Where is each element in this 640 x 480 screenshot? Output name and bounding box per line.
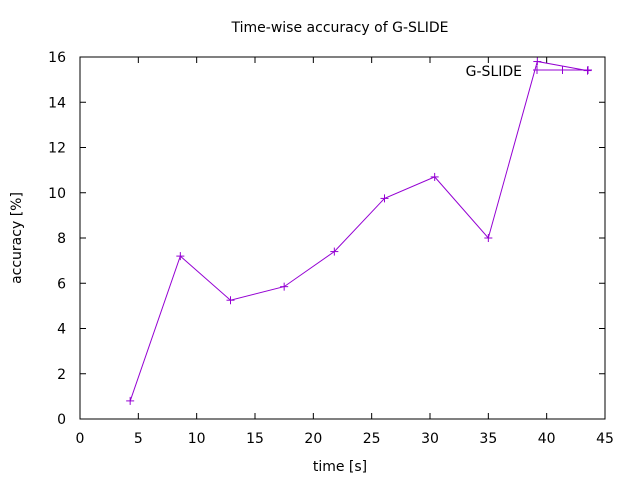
y-axis-label: accuracy [%]: [9, 192, 25, 284]
x-tick-label: 5: [134, 431, 143, 447]
x-tick-label: 15: [246, 431, 264, 447]
data-point: [330, 247, 339, 256]
x-tick-label: 25: [363, 431, 381, 447]
data-point: [126, 396, 135, 405]
data-point: [176, 252, 185, 261]
legend: G-SLIDE: [466, 64, 592, 80]
data-point: [533, 57, 542, 66]
x-tick-label: 35: [479, 431, 497, 447]
x-axis-label: time [s]: [313, 459, 367, 475]
legend-label: G-SLIDE: [466, 64, 522, 80]
data-point: [280, 282, 289, 291]
y-tick-label: 8: [57, 231, 66, 247]
x-tick-label: 10: [188, 431, 206, 447]
x-tick-label: 45: [596, 431, 614, 447]
y-tick-label: 0: [57, 412, 66, 428]
axis-ticks: 0 5 10 15 20 25 30 35 40 45 0 2 4 6 8 10 12 14 16: [48, 50, 614, 447]
y-tick-label: 10: [48, 186, 66, 202]
chart-title: Time-wise accuracy of G-SLIDE: [231, 20, 449, 36]
legend-marker: [584, 66, 592, 74]
legend-marker: [558, 66, 567, 74]
y-tick-label: 2: [57, 367, 66, 383]
legend-marker: [533, 66, 541, 74]
data-point: [226, 296, 235, 305]
x-tick-label: 40: [538, 431, 556, 447]
x-tick-label: 30: [421, 431, 439, 447]
data-point: [380, 194, 389, 203]
x-tick-label: 20: [304, 431, 322, 447]
y-tick-label: 14: [48, 95, 66, 111]
series-layer: [126, 57, 592, 405]
y-tick-label: 12: [48, 141, 66, 157]
data-point: [484, 234, 493, 242]
series-line-0: [129, 60, 588, 402]
plot-frame: [79, 56, 606, 420]
y-tick-label: 4: [57, 322, 66, 338]
x-tick-label: 0: [76, 431, 85, 447]
data-point: [430, 172, 439, 181]
y-tick-label: 16: [48, 50, 66, 66]
y-tick-label: 6: [57, 276, 66, 292]
